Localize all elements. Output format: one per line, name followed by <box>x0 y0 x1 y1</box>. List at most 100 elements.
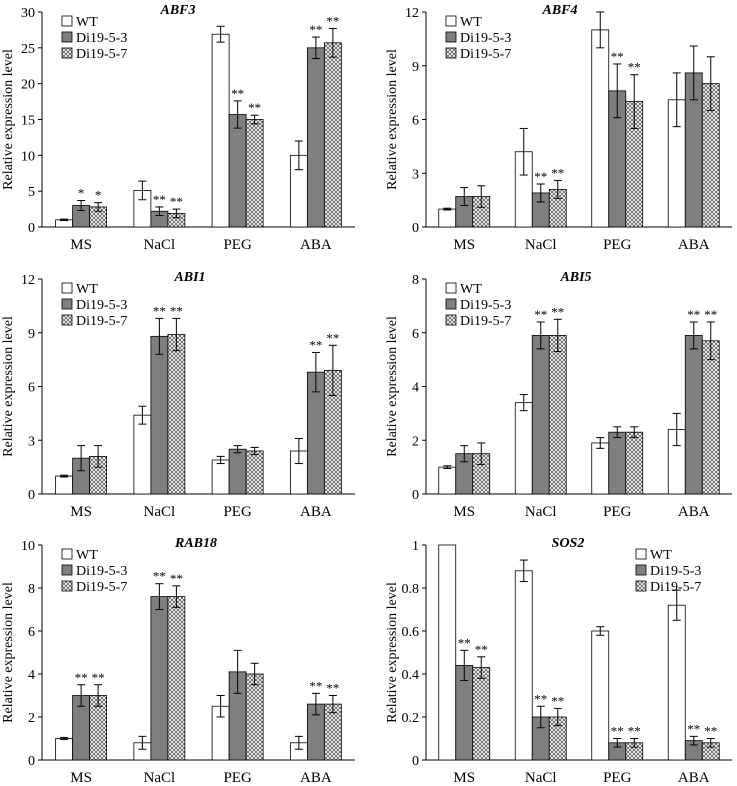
legend-swatch-di19-5-7 <box>445 314 457 326</box>
legend-label: Di19-5-3 <box>650 564 701 579</box>
legend-label: Di19-5-7 <box>460 314 511 329</box>
y-tick-label: 0.2 <box>402 711 420 726</box>
chart-panel-abf3: 0 5 10 15 20 25 30 Relative expression level ABF… <box>1 3 355 253</box>
legend-label: Di19-5-7 <box>460 47 511 62</box>
significance-mark: ** <box>153 192 166 207</box>
significance-mark: ** <box>534 169 547 184</box>
y-tick-label: 1 <box>412 539 419 554</box>
bar-wt-ms <box>55 738 74 761</box>
chart-title: ABI5 <box>559 270 591 285</box>
x-tick-label: NaCl <box>525 237 557 253</box>
x-tick-label: MS <box>70 504 92 520</box>
y-tick-label: 0.8 <box>402 582 420 597</box>
x-tick-label: ABA <box>678 237 710 253</box>
significance-mark: ** <box>687 307 700 322</box>
bar-wt-aba <box>667 604 686 761</box>
significance-mark: ** <box>611 49 624 64</box>
x-tick-label: MS <box>70 237 92 253</box>
y-tick-label: 6 <box>412 114 419 129</box>
legend-swatch-di19-5-7 <box>61 580 73 592</box>
legend-swatch-wt <box>445 282 457 294</box>
chart-panel-abf4: 0 3 6 9 12 Relative expression level ABF4 MS NaC… <box>385 3 732 253</box>
legend-swatch-di19-5-7 <box>61 314 73 326</box>
legend-swatch-di19-5-7 <box>445 47 457 59</box>
bar-di19-5-7-aba <box>323 42 342 228</box>
bar-di19-5-3-aba <box>306 47 325 228</box>
legend-swatch-wt <box>61 15 73 27</box>
y-tick-label: 6 <box>412 327 419 342</box>
bar-wt-peg <box>211 33 230 228</box>
significance-mark: ** <box>153 569 166 584</box>
significance-mark: ** <box>248 100 261 115</box>
y-axis-label: Relative expression level <box>1 49 16 190</box>
bar-di19-5-3-nacl <box>150 335 169 495</box>
y-tick-label: 4 <box>28 668 35 683</box>
legend-swatch-di19-5-7 <box>61 47 73 59</box>
bar-di19-5-7-nacl <box>548 335 567 495</box>
significance-mark: ** <box>534 307 547 322</box>
x-tick-label: ABA <box>300 237 332 253</box>
chart-title: ABF4 <box>541 3 577 18</box>
bar-di19-5-7-nacl <box>167 334 186 495</box>
y-axis-label: Relative expression level <box>385 316 400 457</box>
chart-panel-rab18: 0 2 4 6 8 10 Relative expression level RAB18 MS *… <box>1 536 355 786</box>
chart-title: SOS2 <box>552 536 585 551</box>
bar-wt-ms <box>438 544 457 761</box>
y-tick-label: 30 <box>21 6 35 21</box>
significance-mark: * <box>78 185 85 200</box>
significance-mark: ** <box>170 194 183 209</box>
legend-label: Di19-5-7 <box>650 580 701 595</box>
y-tick-label: 8 <box>412 273 419 288</box>
x-tick-label: ABA <box>300 504 332 520</box>
y-tick-label: 0 <box>412 488 419 503</box>
bar-di19-5-7-ms <box>472 667 491 761</box>
y-axis-label: Relative expression level <box>1 316 16 457</box>
significance-mark: ** <box>475 642 488 657</box>
y-tick-label: 25 <box>21 42 35 57</box>
y-tick-label: 8 <box>28 582 35 597</box>
y-tick-label: 0.4 <box>402 668 420 683</box>
chart-panel-abi5: 0 2 4 6 8 Relative expression level ABI5 MS NaCl… <box>385 270 732 520</box>
x-tick-label: NaCl <box>525 504 557 520</box>
legend-label: WT <box>460 282 482 297</box>
legend-label: WT <box>76 282 98 297</box>
y-tick-label: 6 <box>28 381 35 396</box>
x-tick-label: NaCl <box>144 504 176 520</box>
significance-mark: ** <box>326 681 339 696</box>
y-tick-label: 5 <box>28 185 35 200</box>
x-tick-label: PEG <box>223 237 252 253</box>
y-tick-label: 12 <box>21 273 35 288</box>
y-tick-label: 20 <box>21 78 35 93</box>
legend-swatch-di19-5-3 <box>445 298 457 310</box>
significance-mark: * <box>95 188 102 203</box>
significance-mark: ** <box>170 303 183 318</box>
y-tick-label: 3 <box>412 167 419 182</box>
legend-label: WT <box>76 548 98 563</box>
legend-label: Di19-5-7 <box>76 314 127 329</box>
legend-swatch-di19-5-3 <box>61 298 73 310</box>
bar-di19-5-3-peg <box>228 114 247 228</box>
bar-di19-5-3-nacl <box>531 335 550 495</box>
y-tick-label: 0 <box>412 754 419 769</box>
y-tick-label: 15 <box>21 114 35 129</box>
significance-mark: ** <box>326 13 339 28</box>
chart-title: RAB18 <box>174 536 217 551</box>
legend-swatch-di19-5-3 <box>445 31 457 43</box>
chart-panel-sos2: 0 0.2 0.4 0.6 0.8 1 Relative expression level S… <box>385 536 732 786</box>
significance-mark: ** <box>231 86 244 101</box>
chart-title: ABF3 <box>159 3 195 18</box>
legend-swatch-wt <box>61 548 73 560</box>
y-axis-label: Relative expression level <box>1 582 16 723</box>
bar-wt-ms <box>438 466 457 495</box>
y-axis-label: Relative expression level <box>385 49 400 190</box>
y-tick-label: 0.6 <box>402 625 420 640</box>
x-tick-label: MS <box>453 770 475 786</box>
legend-label: Di19-5-3 <box>76 298 127 313</box>
y-tick-label: 0 <box>28 754 35 769</box>
significance-mark: ** <box>458 635 471 650</box>
y-tick-label: 0 <box>28 221 35 236</box>
significance-mark: ** <box>92 670 105 685</box>
legend-swatch-di19-5-7 <box>635 580 647 592</box>
y-tick-label: 10 <box>21 149 35 164</box>
significance-mark: ** <box>611 724 624 739</box>
